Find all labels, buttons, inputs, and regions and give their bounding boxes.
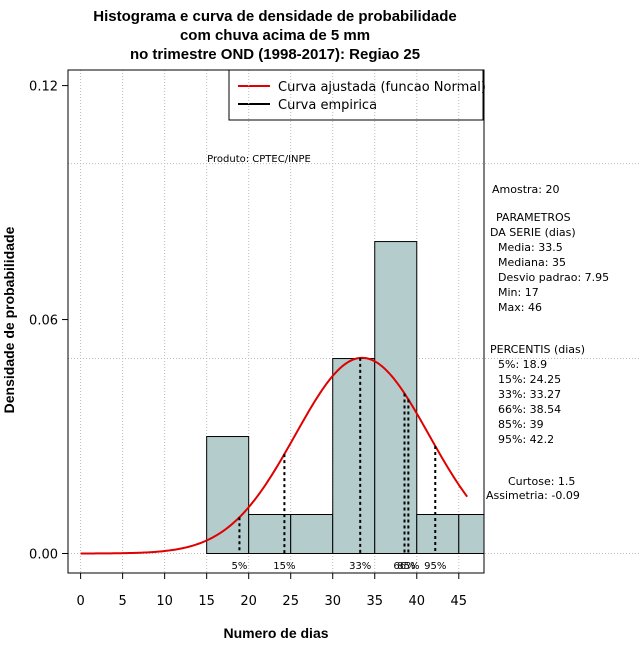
percentile-label: 85% (397, 561, 419, 572)
x-tick-label: 35 (366, 594, 383, 609)
percentile-95: 95%: 42.2 (498, 433, 554, 446)
percentile-85: 85%: 39 (498, 418, 544, 431)
sample-size: Amostra: 20 (492, 183, 559, 196)
percentile-5: 5%: 18.9 (498, 358, 547, 371)
histogram-bar (374, 241, 418, 555)
x-tick-label: 45 (451, 594, 468, 609)
param-min: Min: 17 (498, 286, 539, 299)
chart-title-line-1: Histograma e curva de densidade de proba… (93, 8, 456, 25)
chart-title-line-3: no trimestre OND (1998-2017): Regiao 25 (130, 46, 420, 63)
x-tick-label: 5 (118, 594, 126, 609)
histogram-bar (458, 514, 484, 555)
percentiles-heading: PERCENTIS (dias) (490, 343, 585, 356)
percentile-label: 66% (393, 561, 415, 572)
plot-frame (67, 69, 485, 574)
histogram-bar (416, 514, 460, 555)
product-label: Produto: CPTEC/INPE (207, 154, 311, 165)
y-tick-label: 0.00 (29, 548, 58, 563)
percentile-label: 15% (273, 561, 295, 572)
statistics-panel: Amostra: 20 PARAMETROS DA SERIE (dias) M… (486, 183, 609, 502)
legend-label-normal: Curva ajustada (funcao Normal) (278, 80, 486, 95)
legend: Curva ajustada (funcao Normal) Curva emp… (228, 69, 486, 121)
params-heading: PARAMETROS (496, 211, 571, 224)
param-max: Max: 46 (498, 301, 542, 314)
param-mean: Media: 33.5 (498, 241, 563, 254)
percentile-label: 5% (232, 561, 248, 572)
x-tick-label: 25 (282, 594, 299, 609)
x-axis-label: Numero de dias (223, 625, 328, 641)
x-tick-label: 15 (198, 594, 215, 609)
x-tick-label: 10 (156, 594, 173, 609)
x-tick-label: 20 (240, 594, 257, 609)
percentile-15: 15%: 24.25 (498, 373, 561, 386)
y-tick-label: 0.06 (29, 314, 58, 329)
legend-box (228, 69, 484, 121)
chart-title-line-2: com chuva acima de 5 mm (180, 27, 370, 44)
x-tick-label: 40 (408, 594, 425, 609)
y-axis-label: Densidade de probabilidade (1, 226, 17, 413)
param-sd: Desvio padrao: 7.95 (498, 271, 609, 284)
y-tick-label: 0.12 (29, 80, 58, 95)
param-median: Mediana: 35 (498, 256, 566, 269)
percentile-label: 33% (349, 561, 371, 572)
percentile-label: 95% (424, 561, 446, 572)
x-tick-label: 30 (324, 594, 341, 609)
legend-label-empirical: Curva empirica (278, 98, 377, 113)
x-tick-label: 0 (76, 594, 84, 609)
histogram-bar (332, 358, 376, 555)
kurtosis: Curtose: 1.5 (508, 475, 575, 488)
skewness: Assimetria: -0.09 (486, 489, 580, 502)
bars-group (206, 241, 484, 555)
histogram-bar (290, 514, 334, 555)
plot-area: 5% 15% 33% 66%85% 95% 0 5 10 15 20 25 30 35 40 45 0.00 0… (29, 69, 640, 609)
percentile-66: 66%: 38.54 (498, 403, 561, 416)
histogram-bar (206, 436, 250, 555)
percentile-33: 33%: 33.27 (498, 388, 561, 401)
params-subheading: DA SERIE (dias) (490, 226, 576, 239)
normal-curve-line (80, 356, 468, 555)
